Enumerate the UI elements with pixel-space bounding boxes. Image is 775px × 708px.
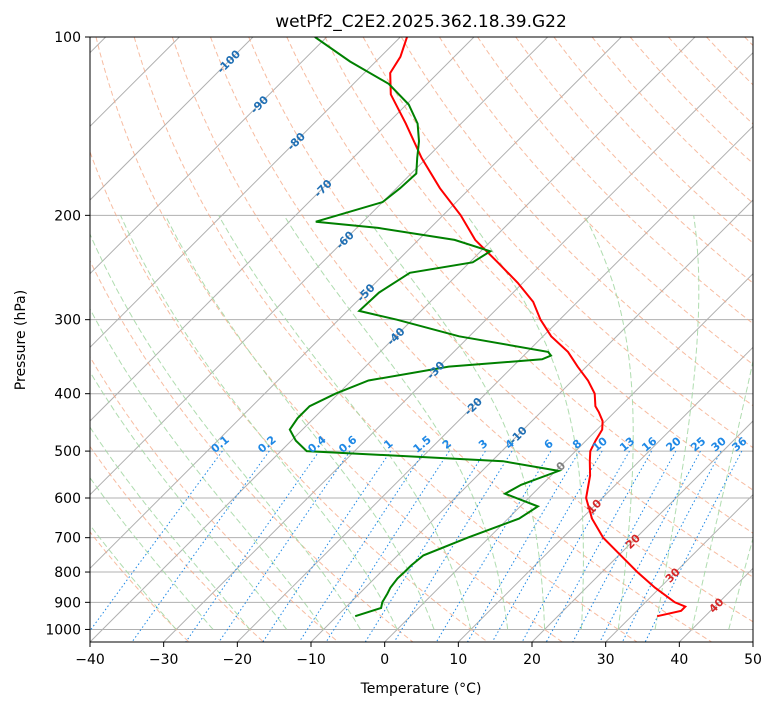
dry-adiabat-line (286, 37, 753, 534)
dry-adiabat-line (400, 37, 753, 407)
dry-adiabat-line (133, 37, 638, 642)
moist-adiabat-line (728, 536, 753, 630)
dry-adiabat-line (248, 37, 753, 578)
moist-adiabat-line (364, 215, 546, 630)
mixing-ratio-line (467, 450, 580, 642)
x-axis-label: Temperature (°C) (360, 681, 482, 697)
isotherm-line (90, 37, 622, 570)
x-tick-label: 30 (597, 652, 615, 668)
x-tick-label: −30 (149, 652, 179, 668)
mixing-ratio-line (131, 450, 270, 642)
mixing-ratio-line (393, 450, 513, 642)
plot-frame (89, 36, 754, 643)
isotherm-line (90, 37, 475, 422)
dry-adiabat-line (515, 37, 753, 284)
y-tick-label: 800 (54, 565, 81, 581)
x-tick-label: −40 (75, 652, 105, 668)
mixing-ratio-line (435, 450, 552, 642)
dry-adiabat-line (324, 37, 753, 491)
temperature-profile-line (389, 37, 688, 618)
moist-adiabat-line (90, 476, 214, 630)
moist-adiabat-line (583, 215, 634, 630)
x-tick-label: −10 (296, 652, 326, 668)
dry-adiabat-line (553, 37, 753, 244)
moist-adiabat-line (90, 308, 324, 630)
moist-adiabat-line (90, 524, 177, 630)
y-tick-label: 200 (54, 208, 81, 224)
isotherm-line (163, 51, 753, 642)
y-tick-label: 500 (54, 444, 81, 460)
mixing-ratio-line (364, 450, 486, 642)
dry-adiabat-line (90, 259, 414, 642)
dry-adiabat-line (95, 37, 563, 642)
moist-adiabat-line (120, 215, 398, 630)
chart-title: wetPf2_C2E2.2025.362.18.39.G22 (275, 12, 567, 32)
mixing-ratio-line (572, 450, 677, 642)
isotherm-line (90, 37, 328, 275)
dewpoint-profile-line (288, 37, 563, 618)
dry-adiabat-line (90, 445, 264, 642)
dry-adiabat-line (210, 37, 753, 623)
x-tick-label: 0 (380, 652, 389, 668)
y-tick-label: 400 (54, 387, 81, 403)
isotherm-line (605, 493, 753, 642)
x-tick-label: 40 (670, 652, 688, 668)
y-tick-label: 600 (54, 491, 81, 507)
moist-adiabat-line (466, 215, 584, 630)
isotherm-line (90, 37, 254, 201)
moist-adiabat-line (691, 358, 753, 630)
mixing-ratio-line (491, 450, 603, 642)
isotherm-line (457, 346, 753, 642)
y-axis-label: Pressure (hPa) (13, 290, 29, 390)
dry-adiabat-line (629, 37, 753, 165)
moist-adiabat-line (218, 215, 472, 630)
x-tick-label: 20 (523, 652, 541, 668)
moist-adiabat-line (164, 215, 435, 630)
isotherm-line (90, 37, 401, 349)
y-tick-label: 300 (54, 313, 81, 329)
isotherm-line (90, 37, 696, 642)
dry-adiabat-line (171, 37, 712, 642)
y-tick-label: 900 (54, 595, 81, 611)
moist-adiabat-line (283, 215, 509, 630)
moist-adiabat-line (90, 232, 361, 630)
isotherm-line (90, 37, 549, 496)
y-tick-label: 1000 (45, 622, 81, 638)
mixing-ratio-line (621, 450, 722, 642)
y-tick-label: 700 (54, 531, 81, 547)
moist-adiabat-line (90, 426, 251, 630)
isotherm-line (384, 272, 753, 642)
y-tick-label: 100 (54, 30, 81, 46)
mixing-ratio-line (545, 450, 653, 642)
mixing-ratio-line (218, 450, 351, 642)
moist-adiabat-line (90, 370, 288, 630)
dry-adiabat-line (90, 355, 339, 642)
axes: −40 −30 −20 −10 0 10 20 30 40 50 100 200 300 400 500 60… (45, 30, 762, 668)
mixing-ratio-line (599, 450, 701, 642)
x-tick-label: −20 (223, 652, 253, 668)
x-tick-label: 10 (449, 652, 467, 668)
isotherm-line (236, 125, 753, 642)
plot-area (90, 37, 753, 642)
dry-adiabat-line (438, 37, 753, 365)
x-tick-label: 50 (744, 652, 762, 668)
isotherm-line (531, 420, 753, 642)
dry-adiabat-line (362, 37, 753, 449)
mixing-ratio-line (185, 450, 320, 642)
mixing-ratio-line (521, 450, 630, 642)
